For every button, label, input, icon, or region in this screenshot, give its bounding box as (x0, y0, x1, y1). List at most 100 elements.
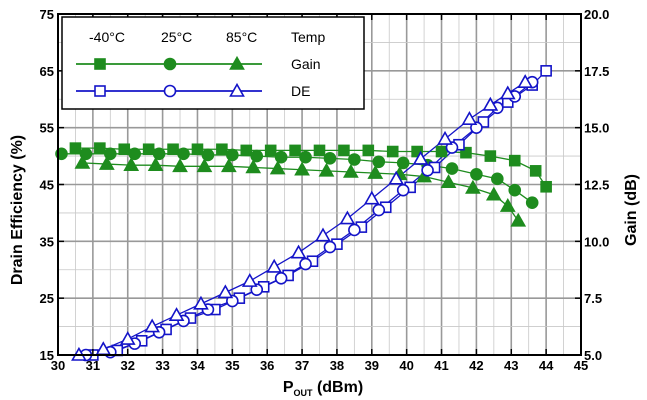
data-point (440, 174, 457, 189)
data-point (167, 143, 179, 156)
data-point (318, 162, 335, 177)
data-point (540, 180, 552, 193)
legend-marker (229, 55, 245, 70)
legend-label-de: DE (291, 83, 310, 99)
data-point (74, 154, 91, 169)
x-tick-label: 38 (330, 358, 344, 373)
x-axis-title-sub: OUT (294, 388, 314, 398)
data-point (177, 147, 190, 161)
legend-box (61, 16, 365, 110)
tick-labels: 30 31 32 33 34 35 36 37 38 39 40 41 42 43 44 45 15 25 35 45… (40, 7, 610, 373)
data-point (362, 144, 375, 157)
x-tick-label: 37 (295, 358, 309, 373)
data-point (144, 318, 161, 333)
data-point (461, 111, 478, 125)
data-point (339, 210, 356, 225)
y2-tick-label: 7.5 (584, 291, 602, 306)
y-tick-label: 45 (40, 178, 54, 193)
data-point (499, 85, 516, 100)
y2-tick-label: 5.0 (584, 348, 602, 363)
data-point (540, 65, 552, 77)
data-point (411, 145, 423, 158)
x-tick-label: 41 (434, 358, 448, 373)
data-point (435, 145, 448, 158)
legend-header-neg40: -40°C (89, 29, 125, 45)
data-point (264, 144, 277, 157)
data-point (216, 143, 228, 156)
x-tick-label: 39 (365, 358, 379, 373)
data-point (152, 147, 166, 161)
legend-label-gain: Gain (291, 56, 321, 72)
y2-axis-title: Gain (dB) (623, 174, 640, 246)
y-tick-label: 75 (40, 7, 54, 22)
data-point (123, 157, 140, 171)
data-point (367, 165, 384, 179)
data-point (396, 156, 410, 170)
x-tick-label: 30 (51, 358, 65, 373)
data-point (372, 203, 386, 217)
x-tick-label: 43 (504, 358, 518, 373)
data-point (241, 272, 258, 287)
data-point (323, 152, 337, 165)
data-point (172, 158, 188, 173)
y2-tick-label: 15.0 (584, 121, 609, 136)
data-point (386, 145, 399, 158)
data-point (226, 148, 239, 162)
data-point (396, 183, 410, 197)
data-point (245, 159, 262, 174)
data-point (445, 162, 459, 175)
data-point (437, 130, 453, 145)
data-point (460, 146, 472, 159)
x-axis-title-unit: (dBm) (313, 379, 364, 396)
data-point (313, 144, 326, 157)
y-axis-title: Drain Efficiency (%) (9, 135, 26, 285)
data-point (348, 223, 361, 237)
legend-header-temp: Temp (291, 29, 325, 45)
data-point (372, 155, 386, 169)
data-point (338, 144, 350, 157)
x-tick-label: 33 (155, 358, 169, 373)
y-tick-label: 15 (40, 348, 54, 363)
legend: -40°C 25°C 85°C Temp Gain DE (61, 16, 365, 110)
x-axis-title-main: P (283, 379, 294, 396)
x-tick-label: 45 (574, 358, 588, 373)
x-tick-label: 35 (225, 358, 239, 373)
legend-marker (94, 85, 106, 97)
data-point (266, 258, 283, 273)
data-point (119, 330, 136, 345)
y2-tick-label: 17.5 (584, 64, 609, 79)
data-point (118, 143, 131, 156)
data-point (201, 148, 215, 162)
data-point (220, 158, 237, 173)
data-point (470, 167, 483, 181)
data-point (193, 295, 209, 310)
data-point (482, 96, 499, 111)
legend-header-25: 25°C (161, 29, 192, 45)
x-tick-label: 36 (260, 358, 274, 373)
data-point (484, 150, 497, 162)
y2-tick-label: 20.0 (584, 7, 609, 22)
data-point (363, 190, 380, 205)
data-point (191, 143, 204, 156)
data-point (465, 179, 481, 194)
y-tick-label: 25 (40, 291, 54, 306)
data-point (168, 307, 185, 322)
data-point (529, 165, 542, 177)
y-tick-label: 35 (40, 234, 54, 249)
data-point (388, 170, 405, 185)
data-point (274, 271, 288, 285)
data-point (289, 144, 301, 157)
x-tick-label: 44 (539, 358, 554, 373)
data-point (250, 149, 264, 163)
data-point (104, 147, 117, 161)
data-point (412, 150, 429, 165)
data-point (290, 244, 307, 259)
data-point (485, 186, 502, 201)
data-point (525, 196, 539, 209)
data-point (315, 227, 331, 242)
data-point (510, 212, 527, 227)
legend-marker (163, 57, 177, 71)
data-point (69, 142, 82, 154)
x-tick-label: 42 (469, 358, 483, 373)
